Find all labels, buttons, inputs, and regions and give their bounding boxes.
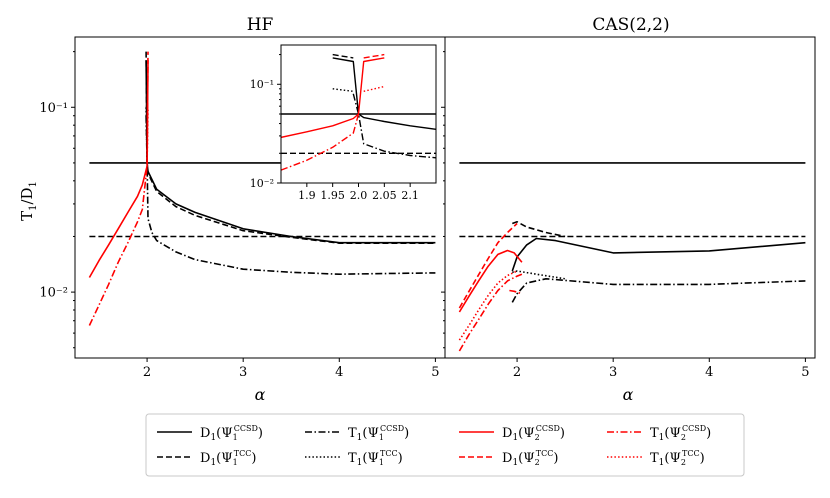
legend-label-1: D1(Ψ1TCC) (200, 449, 256, 468)
legend-label-0: D1(Ψ1CCSD) (200, 424, 263, 443)
cas-series-3 (512, 221, 566, 238)
hf-series-4 (145, 115, 436, 276)
cas-frame (444, 36, 816, 359)
panel-title-cas: CAS(2,2) (592, 15, 669, 35)
inset-xtick-label-2: 2.0 (350, 189, 368, 202)
inset-series-2 (332, 57, 436, 130)
legend-label-3: T1(Ψ1TCC) (348, 449, 403, 468)
cas-xtick-label-1: 3 (609, 365, 617, 380)
cas-series-6 (458, 249, 523, 313)
panel-title-hf: HF (247, 15, 274, 35)
x-axis-label-left: α (255, 385, 266, 404)
legend-label-4: D1(Ψ2CCSD) (502, 424, 565, 443)
cas-series-10 (509, 289, 523, 295)
hf-xtick-label-3: 5 (431, 365, 439, 380)
legend-label-6: T1(Ψ2CCSD) (650, 424, 711, 443)
inset-xtick-label-1: 1.95 (320, 189, 345, 202)
inset-series-4 (352, 93, 436, 159)
x-axis-label-right: α (623, 385, 634, 404)
legend: D1(Ψ1CCSD) D1(Ψ1TCC) T1(Ψ1CCSD) T1(Ψ1TCC) D1… (145, 413, 745, 477)
inset-xtick-label-0: 1.9 (298, 189, 316, 202)
cas-series-8 (458, 273, 523, 352)
legend-label-5: D1(Ψ2TCC) (502, 449, 558, 468)
hf-inset-panel: 1.9 1.95 2.0 2.05 2.1 10⁻² 10⁻¹ (250, 44, 437, 202)
hf-series-8 (88, 166, 148, 326)
hf-xtick-label-1: 3 (239, 365, 247, 380)
inset-series-3 (332, 53, 354, 59)
inset-series-7 (363, 53, 385, 59)
inset-xtick-label-3: 2.05 (372, 189, 397, 202)
legend-label-2: T1(Ψ1CCSD) (348, 424, 409, 443)
hf-ytick-label-0: 10⁻² (39, 286, 68, 301)
cas-series-7 (458, 222, 518, 309)
cas-xtick-label-3: 5 (801, 365, 809, 380)
cas-series-2 (511, 237, 806, 272)
cas-series-9 (458, 270, 518, 341)
hf-panel: 2 3 4 5 10⁻² 10⁻¹ (39, 36, 446, 380)
inset-ytick-label-1: 10⁻¹ (250, 78, 274, 91)
cas-panel: 2 3 4 5 (441, 36, 816, 380)
hf-ytick-label-1: 10⁻¹ (39, 101, 68, 116)
inset-xtick-label-4: 2.1 (401, 189, 419, 202)
legend-label-7: T1(Ψ2TCC) (650, 449, 705, 468)
inset-ytick-label-0: 10⁻² (250, 177, 274, 190)
legend-box (145, 413, 745, 477)
inset-series-6 (281, 57, 385, 139)
hf-xtick-label-0: 2 (143, 365, 151, 380)
hf-xtick-label-2: 4 (335, 365, 343, 380)
cas-xtick-label-2: 4 (705, 365, 713, 380)
hf-series-6 (88, 60, 149, 278)
inset-series-8 (281, 113, 360, 171)
cas-series-4 (511, 277, 806, 303)
cas-xtick-label-0: 2 (513, 365, 521, 380)
y-axis-label: T1/D1 (18, 181, 39, 221)
